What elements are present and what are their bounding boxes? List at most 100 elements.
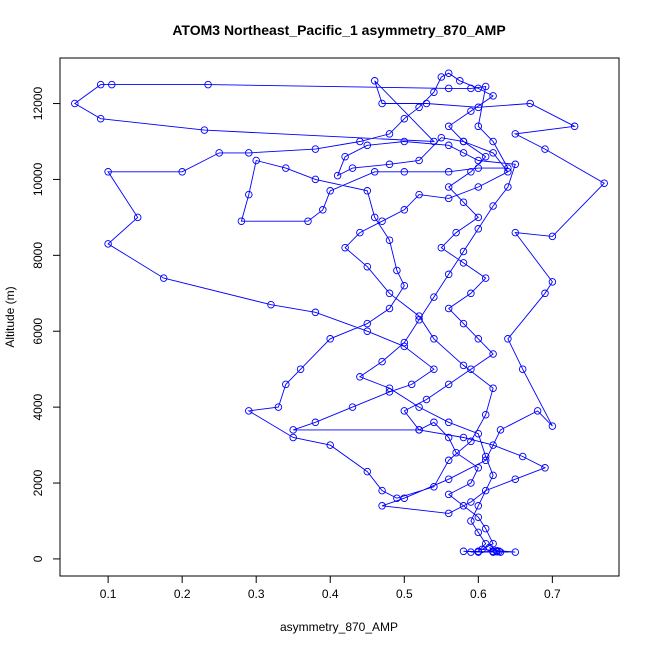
data-point [378,502,386,510]
data-point [467,498,475,506]
data-point [474,464,483,472]
data-point [311,145,320,153]
data-point [474,502,483,510]
data-point [518,452,527,461]
data-point [385,384,394,392]
data-point [385,388,394,396]
data-point [459,319,468,328]
data-point [400,342,409,351]
data-point [215,149,223,157]
data-point [459,149,468,157]
x-tick-label: 0.6 [470,587,487,601]
data-point [370,77,379,85]
data-point [533,407,542,415]
data-point [245,407,253,415]
data-point [481,524,490,533]
data-point [474,547,483,556]
data-point [474,335,483,343]
data-point [459,361,468,370]
data-point [467,517,475,525]
data-point [444,433,453,442]
data-point [415,426,423,434]
data-point [430,418,438,427]
data-point [363,141,372,150]
data-point [348,403,357,411]
data-point [444,475,453,483]
data-point [474,528,483,537]
data-point [474,225,483,233]
data-point [467,548,475,556]
data-point [311,308,320,317]
data-point [504,335,512,343]
plot-frame [59,57,620,577]
data-point [415,156,423,165]
data-point [385,160,394,169]
data-point [159,274,168,282]
data-point [444,456,453,465]
data-point [467,479,475,487]
data-point [370,168,379,176]
data-point [282,380,290,389]
data-point [489,92,497,100]
y-tick-label: 8000 [31,242,45,269]
data-point [363,327,372,335]
data-point [504,183,512,191]
data-point [481,486,490,495]
data-point [548,232,557,241]
data-point [326,187,334,195]
data-point [548,422,557,430]
data-point [430,335,438,343]
data-point [459,137,468,146]
x-tick-label: 0.1 [100,587,117,601]
data-point [474,103,483,112]
data-point [393,266,401,275]
data-point [296,365,305,373]
data-point [511,548,520,556]
data-point [326,441,334,449]
y-tick-label: 4000 [31,393,45,420]
y-tick-label: 6000 [31,318,45,345]
data-point [71,99,79,108]
data-point [518,365,527,373]
data-point [467,437,475,446]
data-point [444,122,453,131]
data-point [541,145,549,153]
data-point [444,418,453,427]
data-point [467,365,475,373]
data-point [348,164,357,172]
data-point [511,130,520,138]
data-point [393,494,401,502]
data-point [133,213,142,222]
data-point [385,130,394,138]
x-tick-label: 0.2 [174,587,191,601]
data-point [489,202,497,210]
data-point [481,274,490,282]
x-axis: 0.1 0.2 0.3 0.4 0.5 0.6 0.7 [100,576,561,601]
data-point [459,433,468,442]
data-point [474,156,483,165]
data-point [511,228,520,237]
data-point [444,141,453,150]
y-tick-label: 10000 [31,162,45,196]
data-point [400,338,409,347]
data-point [356,373,364,381]
data-point [481,539,490,548]
data-point [356,137,364,146]
x-axis-label: asymmetry_870_AMP [280,620,398,634]
data-point [415,103,423,112]
data-point [481,152,490,161]
data-point [370,213,379,222]
data-point [363,262,372,271]
data-point [444,270,453,279]
data-point [289,433,297,442]
data-point [541,464,549,472]
data-point [474,429,483,438]
data-point [489,548,497,556]
data-point [444,168,453,176]
data-point [267,300,275,309]
x-tick-label: 0.5 [396,587,413,601]
data-point [489,441,497,449]
data-point [311,418,320,427]
y-axis: 0 2000 4000 6000 8000 10000 12000 [31,87,60,562]
data-point [430,88,438,96]
